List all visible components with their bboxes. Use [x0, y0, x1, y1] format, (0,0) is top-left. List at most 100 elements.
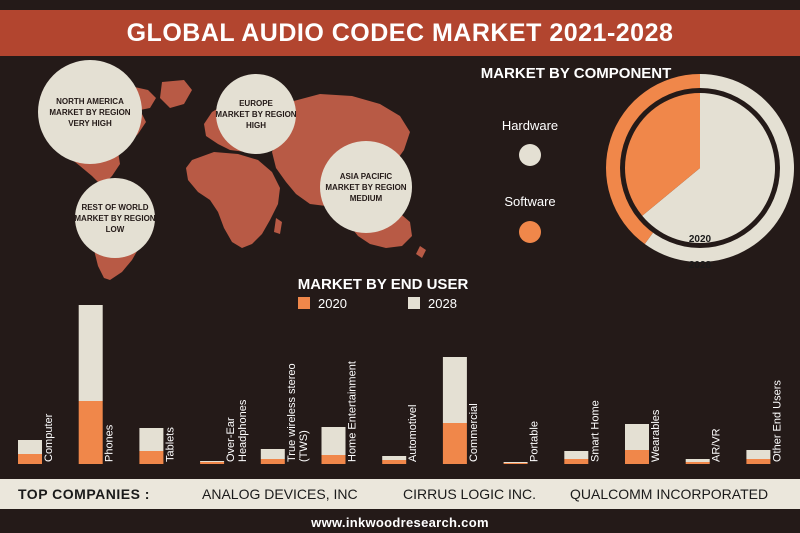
- bar-group: [18, 440, 42, 464]
- component-chart-title: MARKET BY COMPONENT: [481, 65, 672, 82]
- bar-category-label: Portable: [529, 421, 541, 462]
- bar-category-label: Commercial: [468, 403, 480, 462]
- map-europe: [204, 96, 298, 152]
- pie-slice-outer-2028-software: [606, 74, 700, 245]
- bar-category-label: Phones: [104, 424, 116, 462]
- bar-category-label: True wireless stereo(TWS): [286, 363, 310, 462]
- bar-2028: [564, 451, 589, 459]
- region-bubble-asia-pacific: ASIA PACIFIC MARKET BY REGION MEDIUM: [320, 141, 412, 233]
- company-qualcomm: QUALCOMM INCORPORATED: [570, 486, 769, 502]
- region-circle: [75, 178, 155, 258]
- bar-group: [685, 459, 710, 464]
- region-text: VERY HIGH: [68, 119, 112, 128]
- bar-group: [503, 462, 528, 464]
- bar-2028: [382, 456, 407, 460]
- page-title: GLOBAL AUDIO CODEC MARKET 2021-2028: [0, 10, 800, 56]
- legend-swatch-hardware: [519, 144, 541, 166]
- bar-group: [321, 427, 346, 464]
- bar-group: [260, 449, 285, 464]
- legend-label-software: Software: [504, 194, 555, 209]
- bar-2028: [78, 305, 103, 401]
- bar-2028: [18, 440, 42, 454]
- bar-2020: [139, 451, 164, 464]
- bar-2020: [18, 454, 42, 464]
- bar-2020: [200, 462, 225, 464]
- region-text: ASIA PACIFIC: [340, 172, 393, 181]
- bar-group: [442, 357, 467, 464]
- company-analog-devices: ANALOG DEVICES, INC: [202, 486, 358, 502]
- bar-group: [564, 451, 589, 464]
- bar-category-label: Computer: [43, 413, 55, 462]
- top-companies-label: TOP COMPANIES :: [18, 486, 150, 502]
- bar-group: [200, 461, 225, 464]
- map-indonesia: [340, 202, 366, 212]
- region-text: MARKET BY REGION: [49, 108, 130, 117]
- bar-category-label: Home Entertainment: [347, 361, 359, 462]
- bar-category-label: AR/VR: [711, 428, 723, 462]
- region-circle: [216, 74, 296, 154]
- map-new-zealand: [416, 246, 426, 258]
- bar-2028: [321, 427, 346, 455]
- region-text: MEDIUM: [350, 194, 383, 203]
- bar-2020: [382, 460, 407, 464]
- footer-url: www.inkwoodresearch.com: [311, 515, 489, 530]
- company-cirrus-logic: CIRRUS LOGIC INC.: [403, 486, 537, 502]
- pie-ring-label-2028: 2028: [689, 260, 712, 271]
- region-text: MARKET BY REGION: [325, 183, 406, 192]
- legend-swatch-software: [519, 221, 541, 243]
- region-text: EUROPE: [239, 99, 273, 108]
- end-user-chart-title: MARKET BY END USER: [298, 276, 469, 293]
- bar-category-label: Automotivel: [407, 405, 419, 462]
- region-bubble-rest-of-world: REST OF WORLD MARKET BY REGION LOW: [74, 178, 156, 258]
- pie-ring-label-2020: 2020: [689, 234, 712, 245]
- bar-2028: [200, 461, 225, 462]
- pie-slice-inner-2020-software: [625, 93, 700, 216]
- legend-label-hardware: Hardware: [502, 118, 558, 133]
- bar-2028: [625, 424, 649, 450]
- map-australia: [350, 206, 412, 248]
- bar-legend-label-2028: 2028: [428, 296, 457, 311]
- bar-2020: [685, 462, 710, 464]
- pie-gap: [620, 88, 780, 248]
- bar-2028: [685, 459, 710, 462]
- bar-2020: [260, 459, 285, 464]
- map-south-america: [94, 204, 152, 280]
- bar-group: [625, 424, 649, 464]
- region-text: REST OF WORLD: [81, 203, 148, 212]
- bar-2028: [442, 357, 467, 423]
- bar-group: [382, 456, 407, 464]
- bar-2020: [503, 463, 528, 464]
- map-asia: [272, 94, 410, 206]
- bar-group: [139, 428, 164, 464]
- map-north-america: [40, 82, 156, 184]
- map-madagascar: [274, 218, 282, 234]
- pie-slice-outer-2028-hardware: [644, 74, 794, 262]
- bar-group: [746, 450, 771, 464]
- region-circle: [320, 141, 412, 233]
- region-text: LOW: [106, 225, 125, 234]
- bar-2020: [625, 450, 649, 464]
- bar-2028: [746, 450, 771, 459]
- bar-2020: [78, 401, 103, 464]
- bar-2020: [442, 423, 467, 464]
- top-companies-strip: TOP COMPANIES : ANALOG DEVICES, INC CIRR…: [0, 479, 800, 509]
- pie-slice-inner-2020-hardware: [642, 93, 775, 244]
- bar-2028: [503, 462, 528, 463]
- map-central-america: [98, 182, 126, 206]
- world-map: [40, 80, 426, 280]
- region-bubble-europe: EUROPE MARKET BY REGION HIGH: [215, 74, 297, 154]
- bar-2020: [746, 459, 771, 464]
- bar-2028: [260, 449, 285, 459]
- bar-category-label: Tablets: [164, 427, 176, 462]
- bar-category-label: Other End Users: [771, 380, 783, 462]
- map-africa: [186, 152, 280, 248]
- region-text: MARKET BY REGION: [215, 110, 296, 119]
- bar-category-label: Wearables: [650, 409, 662, 462]
- map-greenland: [160, 80, 192, 108]
- bar-category-label: Smart Home: [589, 400, 601, 462]
- bar-2020: [321, 455, 346, 464]
- region-circle: [38, 60, 142, 164]
- bar-legend-swatch-2020: [298, 297, 310, 309]
- bar-2028: [139, 428, 164, 451]
